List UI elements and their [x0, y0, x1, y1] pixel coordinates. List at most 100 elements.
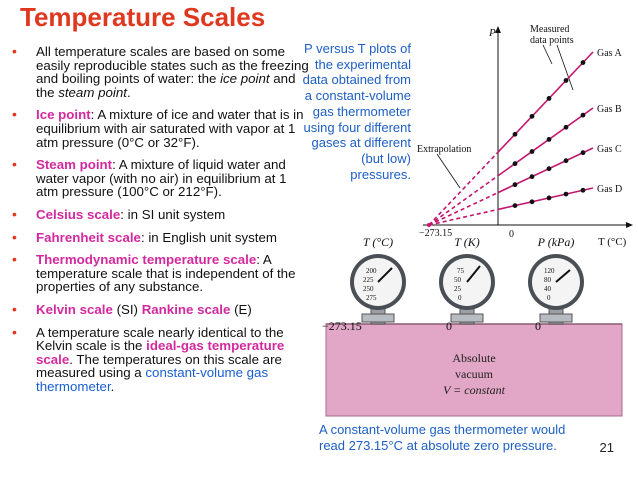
measured-pointer — [556, 44, 574, 91]
gas-thermometer-illustration: Absolute vacuum V = constant T (°C) 200 … — [322, 235, 623, 417]
gauge-unit-label: T (K) — [454, 235, 479, 249]
measured-label-line2: data points — [530, 35, 574, 46]
bullet-item: • A temperature scale nearly identical to… — [12, 323, 285, 394]
bullet-item: • Kelvin scale (SI) Rankine scale (E) — [12, 300, 252, 317]
gauge-tick: 50 — [454, 276, 462, 284]
gas-series-line — [497, 51, 594, 153]
gauge-unit-label: P (kPa) — [537, 235, 575, 249]
data-point — [512, 182, 518, 188]
gauge-needle — [555, 269, 571, 283]
data-point — [529, 113, 535, 119]
data-point — [529, 149, 535, 154]
bullet-dot-icon: • — [12, 300, 17, 317]
vessel-label-line3: V = constant — [443, 383, 506, 397]
bullet-list: • All temperature scales are based on som… — [10, 43, 310, 402]
gauge-tick: 120 — [544, 267, 555, 275]
gas-series-group — [427, 51, 594, 227]
data-point — [563, 124, 569, 130]
gauge-unit-label: T (°C) — [363, 235, 393, 249]
gauge-celsius: T (°C) 200 225 250 275 −273.15 — [322, 235, 406, 333]
data-point — [563, 158, 569, 164]
gauge-kelvin: T (K) 75 50 25 0 0 — [439, 235, 495, 333]
data-point — [546, 195, 552, 201]
data-point — [580, 112, 586, 118]
data-point — [512, 203, 518, 208]
bullet-dot-icon: • — [12, 43, 17, 59]
data-point — [529, 199, 535, 205]
gauge-base-reading: −273.15 — [322, 319, 362, 333]
gas-extrapolation-line — [428, 175, 499, 226]
data-point — [512, 161, 518, 167]
gas-label: Gas D — [597, 184, 622, 195]
measured-label-line1: Measured — [530, 24, 569, 35]
plot-caption: P versus T plots of the experimental dat… — [302, 41, 411, 182]
data-point — [512, 131, 518, 137]
gauge-tick: 25 — [454, 285, 462, 293]
data-point — [529, 174, 535, 180]
thermometer-caption: A constant-volume gas thermometer would … — [319, 422, 566, 453]
data-point — [580, 187, 586, 193]
data-point — [580, 150, 586, 156]
gas-series-line — [497, 147, 594, 194]
x-axis-label: T (°C) — [598, 236, 627, 248]
gas-extrapolation-line — [428, 208, 499, 226]
data-point — [546, 166, 552, 172]
data-point — [546, 96, 552, 101]
slide-title: Temperature Scales — [20, 2, 266, 32]
extrapolation-label: Extrapolation — [417, 144, 471, 155]
bullet-dot-icon: • — [12, 323, 17, 340]
gauge-needle — [466, 265, 481, 283]
gauge-base-reading: 0 — [446, 319, 452, 333]
gauge-needle — [377, 267, 393, 283]
bullet-item: • Celsius scale: in SI unit system — [12, 205, 226, 222]
gauge-pressure: P (kPa) 120 80 40 0 0 — [528, 235, 584, 333]
gas-legend-group: Gas A Gas B Gas C Gas D — [597, 48, 623, 195]
gauge-tick: 275 — [366, 294, 377, 302]
gas-label: Gas B — [597, 104, 622, 115]
gauge-tick: 0 — [547, 294, 551, 302]
x-tick-zero: 0 — [509, 229, 514, 240]
y-axis-label: P — [488, 27, 496, 39]
gauge-tick: 40 — [544, 285, 552, 293]
bullet-dot-icon: • — [12, 106, 17, 123]
gas-extrapolation-line — [428, 151, 499, 226]
x-tick-absolute-zero: −273.15 — [419, 228, 452, 239]
vessel-label-line2: vacuum — [455, 367, 494, 381]
page-number: 21 — [599, 440, 614, 455]
gauge-tick: 200 — [366, 267, 377, 275]
bullet-item: • Ice point: A mixture of ice and water t… — [12, 106, 304, 150]
gas-label: Gas C — [597, 144, 622, 155]
absolute-zero-point — [427, 223, 431, 227]
extrapolation-pointer — [436, 153, 461, 189]
bullet-dot-icon: • — [12, 251, 17, 268]
data-point — [563, 78, 569, 83]
bullet-dot-icon: • — [12, 205, 17, 222]
gauge-tick: 0 — [458, 294, 462, 302]
bullet-dot-icon: • — [12, 228, 17, 245]
data-point — [546, 136, 552, 142]
gauge-tick: 250 — [363, 285, 374, 293]
data-point — [563, 191, 569, 197]
y-axis-arrow-icon — [495, 26, 501, 33]
bullet-item: • Steam point: A mixture of liquid water … — [12, 156, 287, 200]
gauge-base — [361, 313, 395, 323]
gauge-base — [450, 313, 484, 323]
gauge-tick: 75 — [457, 267, 465, 275]
gauge-base-reading: 0 — [535, 319, 541, 333]
gauge-tick: 80 — [544, 276, 552, 284]
pressure-temperature-plot: P T (°C) −273.15 0 Measured data points … — [417, 24, 633, 248]
gas-extrapolation-line — [428, 191, 499, 226]
bullet-item: • All temperature scales are based on som… — [12, 43, 309, 100]
measured-pointer — [542, 44, 553, 65]
gas-series-line — [497, 107, 594, 177]
bullet-dot-icon: • — [12, 156, 17, 173]
data-point — [580, 60, 586, 65]
bullet-item: • Thermodynamic temperature scale: A temp… — [12, 251, 296, 295]
vessel-label-line1: Absolute — [452, 351, 495, 365]
gas-label: Gas A — [597, 48, 623, 59]
x-axis-arrow-icon — [626, 222, 633, 228]
bullet-item: • Fahrenheit scale: in English unit syste… — [12, 228, 277, 245]
gas-series-line — [497, 187, 594, 211]
gauge-base — [539, 313, 573, 323]
gauge-tick: 225 — [363, 276, 374, 284]
